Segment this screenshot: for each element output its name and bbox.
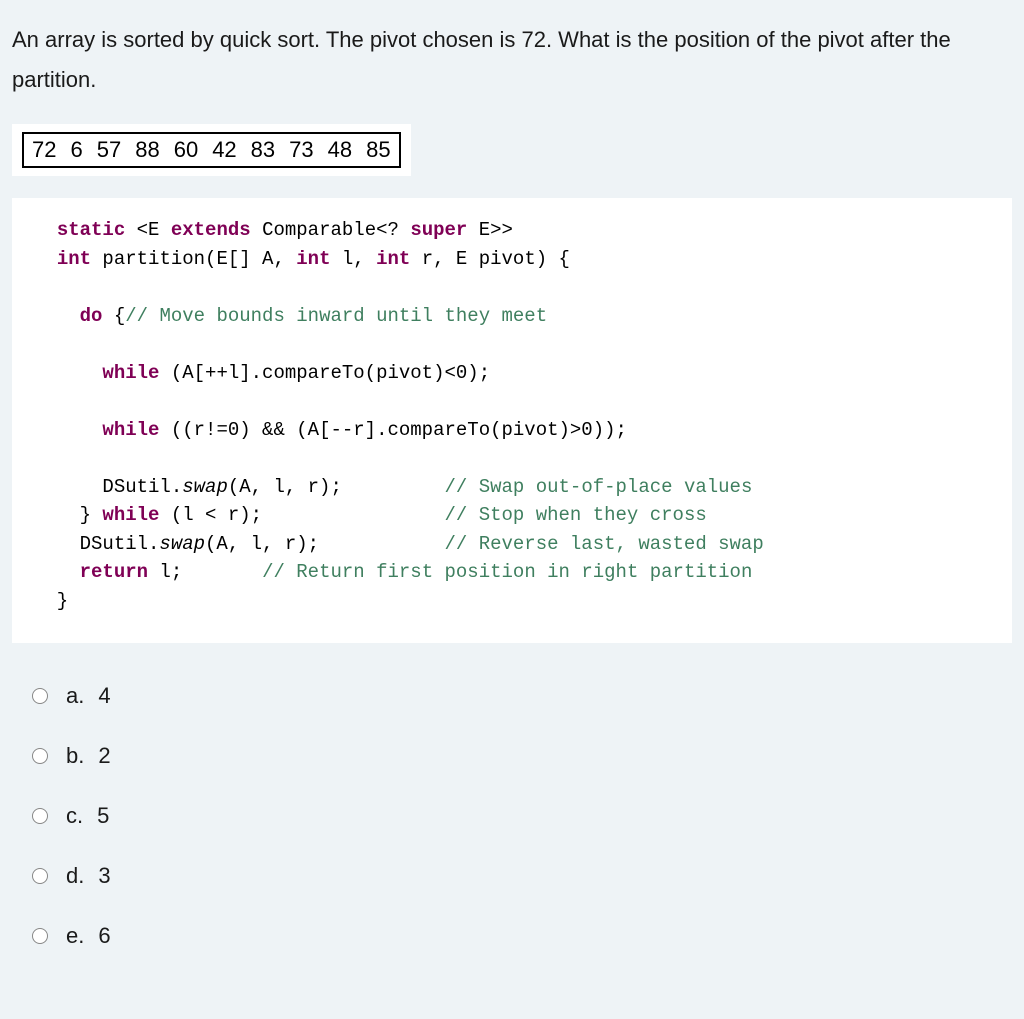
- option-value: 6: [98, 923, 110, 949]
- option-label: e.: [66, 923, 84, 949]
- option-e[interactable]: e. 6: [32, 923, 1012, 949]
- radio-icon[interactable]: [32, 808, 48, 824]
- code-text: (A[++l].compareTo(pivot)<0);: [159, 362, 490, 384]
- option-value: 5: [97, 803, 109, 829]
- code-text: l;: [148, 561, 182, 583]
- code-keyword: while: [102, 362, 159, 384]
- option-value: 2: [98, 743, 110, 769]
- option-b[interactable]: b. 2: [32, 743, 1012, 769]
- code-text: <E: [125, 219, 171, 241]
- radio-icon[interactable]: [32, 868, 48, 884]
- array-cell: 72: [32, 137, 56, 162]
- code-text: E>>: [467, 219, 513, 241]
- code-keyword: static: [57, 219, 125, 241]
- array-cell: 73: [289, 137, 313, 162]
- option-value: 4: [98, 683, 110, 709]
- code-method: swap: [182, 476, 228, 498]
- code-keyword: super: [410, 219, 467, 241]
- array-cell: 42: [212, 137, 236, 162]
- option-label: d.: [66, 863, 84, 889]
- code-keyword: while: [102, 504, 159, 526]
- code-comment: // Swap out-of-place values: [445, 476, 753, 498]
- options-list: a. 4 b. 2 c. 5 d. 3 e. 6: [12, 683, 1012, 949]
- array-cell: 6: [70, 137, 82, 162]
- code-text: Comparable<?: [251, 219, 411, 241]
- code-keyword: int: [296, 248, 330, 270]
- code-text: }: [34, 590, 68, 612]
- option-label: c.: [66, 803, 83, 829]
- code-text: (A, l, r);: [228, 476, 342, 498]
- code-comment: // Return first position in right partit…: [262, 561, 752, 583]
- code-keyword: return: [80, 561, 148, 583]
- code-text: (l < r);: [159, 504, 262, 526]
- code-block: static <E extends Comparable<? super E>>…: [12, 198, 1012, 643]
- option-a[interactable]: a. 4: [32, 683, 1012, 709]
- array-cell: 57: [97, 137, 121, 162]
- code-text: l,: [330, 248, 376, 270]
- option-c[interactable]: c. 5: [32, 803, 1012, 829]
- code-text: DSutil.: [34, 533, 159, 555]
- code-text: DSutil.: [34, 476, 182, 498]
- code-text: (A, l, r);: [205, 533, 319, 555]
- code-text: ((r!=0) && (A[--r].compareTo(pivot)>0));: [159, 419, 626, 441]
- code-comment: // Stop when they cross: [445, 504, 707, 526]
- array-cell: 88: [135, 137, 159, 162]
- code-keyword: int: [57, 248, 91, 270]
- radio-icon[interactable]: [32, 748, 48, 764]
- code-keyword: do: [80, 305, 103, 327]
- question-text: An array is sorted by quick sort. The pi…: [12, 20, 1012, 99]
- code-keyword: int: [376, 248, 410, 270]
- radio-icon[interactable]: [32, 688, 48, 704]
- array-cell: 85: [366, 137, 390, 162]
- code-comment: // Reverse last, wasted swap: [444, 533, 763, 555]
- code-text: {: [102, 305, 125, 327]
- array-box: 72 6 57 88 60 42 83 73 48 85: [22, 132, 401, 168]
- code-text: partition(E[] A,: [91, 248, 296, 270]
- code-method: swap: [159, 533, 205, 555]
- radio-icon[interactable]: [32, 928, 48, 944]
- code-keyword: while: [102, 419, 159, 441]
- code-comment: // Move bounds inward until they meet: [125, 305, 547, 327]
- array-display: 72 6 57 88 60 42 83 73 48 85: [12, 124, 411, 176]
- option-label: a.: [66, 683, 84, 709]
- option-label: b.: [66, 743, 84, 769]
- option-d[interactable]: d. 3: [32, 863, 1012, 889]
- array-cell: 48: [328, 137, 352, 162]
- question-container: An array is sorted by quick sort. The pi…: [0, 0, 1024, 1003]
- code-keyword: extends: [171, 219, 251, 241]
- code-text: }: [34, 504, 102, 526]
- array-cell: 60: [174, 137, 198, 162]
- code-text: r, E pivot) {: [410, 248, 570, 270]
- array-cell: 83: [251, 137, 275, 162]
- option-value: 3: [98, 863, 110, 889]
